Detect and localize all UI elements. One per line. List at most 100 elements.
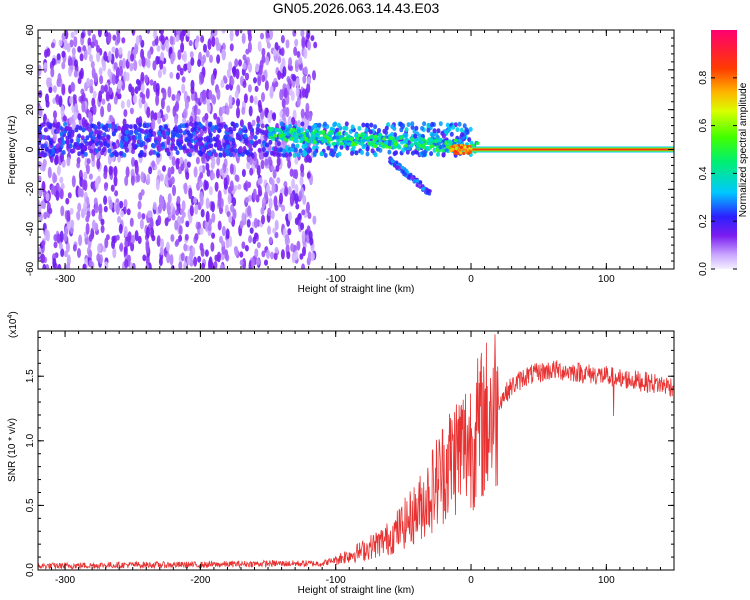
spectrogram-cell <box>91 67 96 79</box>
spectrogram-cell <box>117 80 122 90</box>
spectrogram-cell <box>159 173 164 182</box>
spectrogram-cell <box>278 130 283 135</box>
spectrogram-cell <box>81 101 86 113</box>
spectrogram-cell <box>135 78 140 85</box>
spectrogram-cell <box>101 98 106 105</box>
spectrogram-cell <box>447 126 452 132</box>
spectrogram-cell <box>177 49 182 61</box>
spectrogram-cell <box>392 151 397 157</box>
spectrogram-cell <box>373 152 378 158</box>
spectrogram-cell <box>96 44 100 53</box>
spectrogram-cell <box>239 251 244 258</box>
spectrogram-cell <box>199 227 204 235</box>
spectrogram-cell <box>286 251 291 260</box>
spectrogram-cell <box>245 196 250 203</box>
spectrogram-cell <box>243 182 248 191</box>
spectrogram-cell <box>231 66 236 75</box>
spectrogram-cell <box>226 144 231 150</box>
spectrogram-cell <box>260 32 264 40</box>
spectrogram-cell <box>194 121 199 127</box>
spectrogram-cell <box>273 252 278 261</box>
spectrogram-cell <box>146 132 151 138</box>
spectrogram-cell <box>164 217 169 227</box>
spectrogram-cell <box>276 156 281 167</box>
spectrogram-cell <box>59 131 64 137</box>
spectrogram-cell <box>230 121 235 127</box>
spectrogram-cell <box>69 96 74 105</box>
spectrogram-cell <box>144 74 149 84</box>
spectrogram-cell <box>145 241 150 254</box>
spectrogram-cell <box>394 142 398 146</box>
spectrogram-cell <box>273 195 278 208</box>
spectrogram-cell <box>42 152 47 158</box>
spectrogram-cell <box>41 240 46 247</box>
spectrogram-cell <box>475 141 480 145</box>
spectrogram-cell <box>430 132 435 138</box>
spectrogram-cell <box>66 43 71 53</box>
colorbar-tick-label: 0.0 <box>698 262 709 276</box>
snr-panel: -300 -200 -100 0 100 0.0 0.5 1.0 1.5 Height of … <box>7 311 675 596</box>
spectrogram-cell <box>189 133 194 139</box>
spectrogram-cell <box>251 119 256 127</box>
spectrogram-cell <box>66 210 71 222</box>
spectrogram-cell <box>83 48 88 61</box>
spectrogram-cell <box>171 132 176 138</box>
spectrogram-cell <box>437 138 442 142</box>
spectrogram-cell <box>76 137 81 143</box>
spectrogram-cell <box>216 54 221 64</box>
spectrogram-cell <box>78 234 83 247</box>
spectrogram-cell <box>205 197 210 210</box>
spectrogram-cell <box>340 141 345 146</box>
spectrogram-cell <box>303 48 308 59</box>
spectrogram-cell <box>152 60 157 71</box>
spectrogram-cell <box>140 171 145 183</box>
spectrogram-cell <box>187 61 192 72</box>
snr-frame <box>37 330 675 571</box>
snr-y-tick-label: 1.0 <box>25 433 36 447</box>
spectrogram-cell <box>195 35 200 43</box>
spectrogram-cell <box>107 32 112 44</box>
spectrogram-cell <box>181 200 186 211</box>
spectrogram-cell <box>166 105 171 113</box>
spectrogram-cell <box>454 150 458 154</box>
spectrogram-cell <box>77 151 82 157</box>
spectrogram-cell <box>124 175 129 187</box>
spectrogram-cell <box>114 190 119 197</box>
snr-x-tick-label: -200 <box>190 575 210 586</box>
spectrogram-cell <box>420 125 425 131</box>
spectrogram-cell <box>137 152 142 158</box>
spectrogram-cell <box>43 143 48 149</box>
spectrogram-cell <box>38 64 42 77</box>
spectrogram-cell <box>90 41 95 49</box>
spectrogram-cell <box>320 130 325 134</box>
spectrogram-cell <box>299 253 304 260</box>
spectrogram-cell <box>344 121 349 127</box>
spectrogram-cell <box>43 62 48 69</box>
spectrogram-cell <box>211 201 215 213</box>
spectrogram-x-tick-label: -200 <box>190 274 210 285</box>
spectrogram-cell <box>274 81 279 88</box>
spectrogram-cell <box>166 201 171 212</box>
spectrogram-cell <box>326 140 331 144</box>
spectrogram-cell <box>38 105 43 117</box>
spectrogram-cell <box>326 145 331 151</box>
spectrogram-cell <box>436 151 440 157</box>
carrier-band-core <box>471 148 674 151</box>
spectrogram-cell <box>106 134 111 140</box>
spectrogram-cell <box>184 122 189 128</box>
spectrogram-cell <box>383 141 388 145</box>
spectrogram-cell <box>146 122 151 128</box>
spectrogram-cell <box>400 135 405 139</box>
spectrogram-cell <box>234 174 239 182</box>
spectrogram-cell <box>210 73 215 86</box>
spectrogram-cell <box>131 234 136 244</box>
spectrogram-cell <box>111 235 116 243</box>
spectrogram-cell <box>110 184 115 192</box>
spectrogram-cell <box>268 197 273 210</box>
spectrogram-cell <box>257 147 262 153</box>
spectrogram-cell <box>88 111 93 121</box>
spectrogram-cell <box>129 107 134 115</box>
spectrogram-cell <box>447 139 452 143</box>
spectrogram-cell <box>261 197 266 209</box>
spectrogram-x-tick-label: 100 <box>598 274 615 285</box>
